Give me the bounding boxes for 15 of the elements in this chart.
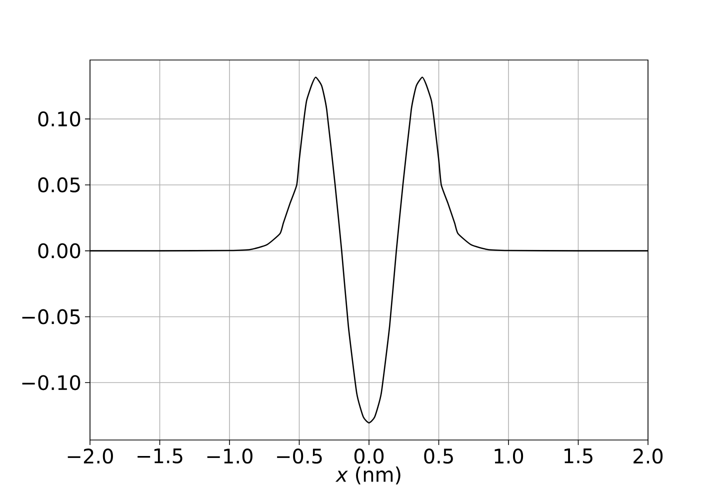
x-tick-label: 1.0 xyxy=(494,448,524,464)
x-tick-label: 0.0 xyxy=(354,448,384,464)
y-tick-label: 0.10 xyxy=(38,111,80,126)
y-tick-label: −0.10 xyxy=(22,375,80,390)
x-tick-label: −1.0 xyxy=(207,448,252,464)
x-axis-title: x (nm) xyxy=(335,466,400,484)
x-tick-label: 1.5 xyxy=(564,448,592,464)
y-tick-label: 0.00 xyxy=(38,243,80,258)
x-tick-label: 2.0 xyxy=(634,448,663,464)
x-tick-label: −0.5 xyxy=(277,448,322,464)
x-tick-label: −2.0 xyxy=(68,448,113,464)
x-tick-label: −1.5 xyxy=(138,448,182,464)
x-tick-label: 0.5 xyxy=(424,448,453,464)
y-tick-label: −0.05 xyxy=(22,309,80,324)
y-tick-label: 0.05 xyxy=(38,177,80,192)
